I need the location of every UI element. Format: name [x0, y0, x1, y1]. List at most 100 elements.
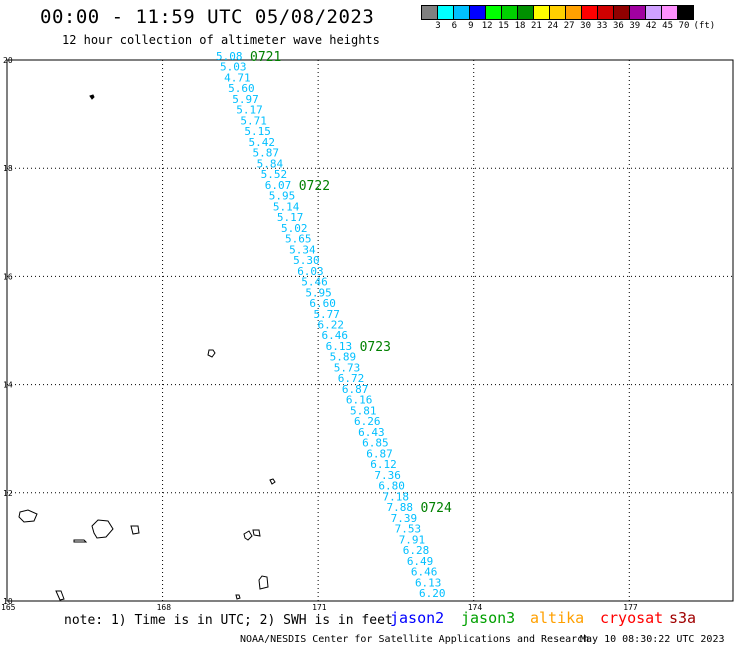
wave-height-value: 6.46 — [411, 566, 438, 579]
wave-height-value: 5.77 — [313, 308, 340, 321]
color-scale-labels: 3 6 9 12 15 18 21 24 27 30 33 36 39 42 45 70 (ft) — [422, 21, 715, 33]
track-values: 5.085.034.715.605.975.175.715.155.425.87… — [216, 50, 446, 600]
wave-height-value: 7.88 — [387, 501, 414, 514]
wave-height-value: 5.02 — [281, 222, 308, 235]
wave-height-value: 6.60 — [309, 297, 336, 310]
legend-item-jason3: jason3 — [461, 609, 516, 627]
wave-height-value: 5.08 — [216, 50, 243, 63]
legend-item-jason2: jason2 — [390, 609, 445, 627]
wave-height-value: 5.46 — [301, 276, 328, 289]
wave-height-value: 6.26 — [354, 415, 381, 428]
island — [235, 594, 241, 600]
wave-height-value: 6.07 — [265, 179, 292, 192]
wave-height-value: 7.53 — [395, 523, 422, 536]
wave-height-value: 5.95 — [305, 286, 332, 299]
track-time-label: 0722 — [299, 179, 330, 194]
lon-label: 165 — [1, 603, 16, 612]
island — [130, 525, 140, 535]
lat-label: 20 — [3, 56, 13, 65]
wave-height-value: 5.84 — [257, 157, 284, 170]
wave-height-value: 6.87 — [366, 447, 393, 460]
track-time-label: 0721 — [250, 50, 281, 65]
wave-height-value: 6.49 — [407, 555, 434, 568]
wave-height-value: 6.87 — [342, 383, 369, 396]
coastline-islands — [18, 94, 276, 601]
track-times: 0721 0722 0723 0724 — [250, 50, 452, 516]
wave-height-value: 6.22 — [318, 319, 345, 332]
lat-label: 18 — [3, 164, 13, 173]
wave-height-value: 5.89 — [330, 351, 357, 364]
lat-label: 14 — [3, 381, 13, 390]
island — [91, 519, 114, 539]
island — [207, 349, 216, 358]
wave-height-value: 5.71 — [240, 114, 266, 127]
wave-height-value: 4.71 — [224, 71, 251, 84]
scale-swatch — [677, 5, 694, 20]
wave-height-value: 6.85 — [362, 437, 389, 450]
wave-height-value: 6.16 — [346, 394, 373, 407]
map-grid — [6, 59, 733, 602]
wave-height-value: 5.15 — [244, 125, 270, 138]
wave-height-value: 5.30 — [293, 254, 320, 267]
island — [73, 539, 88, 543]
lon-label: 177 — [623, 603, 638, 612]
track-time-label: 0724 — [421, 501, 452, 516]
island — [243, 530, 253, 541]
island — [258, 575, 269, 590]
wave-height-value: 6.28 — [403, 544, 430, 557]
map-frame — [6, 59, 734, 602]
longitude-labels: 165 168 171 174 177 — [1, 603, 638, 612]
legend-item-cryosat: cryosat — [600, 609, 664, 627]
wave-height-value: 5.17 — [236, 104, 262, 117]
wave-height-value: 5.73 — [334, 361, 361, 374]
wave-height-value: 5.95 — [269, 190, 296, 203]
wave-height-value: 7.39 — [391, 512, 418, 525]
island — [269, 478, 276, 485]
legend-item-altika: altika — [530, 609, 585, 627]
wave-height-value: 5.17 — [277, 211, 304, 224]
wave-height-value: 5.97 — [232, 93, 258, 106]
chart-title: 00:00 - 11:59 UTC 05/08/2023 — [40, 6, 375, 28]
scale-tick-label: (ft) — [693, 21, 716, 31]
island — [252, 529, 261, 537]
scale-tick-label: 9 — [468, 21, 474, 31]
lon-label: 174 — [468, 603, 483, 612]
chart-subtitle: 12 hour collection of altimeter wave hei… — [62, 33, 380, 47]
wave-height-value: 6.46 — [322, 329, 349, 342]
legend-item-s3a: s3a — [669, 609, 697, 627]
wave-height-value: 6.43 — [358, 426, 385, 439]
latitude-labels: 20 18 16 14 12 10 — [3, 56, 13, 606]
credit-text: NOAA/NESDIS Center for Satellite Applica… — [240, 634, 590, 645]
wave-height-value: 6.72 — [338, 372, 365, 385]
wave-height-value: 5.87 — [253, 147, 279, 160]
island — [89, 94, 95, 100]
wave-height-value: 7.91 — [399, 533, 426, 546]
island — [18, 509, 38, 523]
lon-label: 171 — [312, 603, 327, 612]
scale-tick-label: 18 — [514, 21, 526, 31]
lat-label: 12 — [3, 489, 13, 498]
wave-height-value: 5.34 — [289, 243, 316, 256]
scale-tick-label: 15 — [498, 21, 510, 31]
wave-height-value: 6.20 — [419, 587, 446, 600]
wave-height-value: 7.36 — [374, 469, 401, 482]
generation-timestamp: May 10 08:30:22 UTC 2023 — [580, 634, 725, 645]
lat-label: 10 — [3, 597, 13, 606]
wave-height-value: 6.13 — [326, 340, 353, 353]
scale-tick-label: 24 — [547, 21, 559, 31]
wave-height-value: 5.14 — [273, 200, 300, 213]
wave-height-value: 5.42 — [248, 136, 274, 149]
wave-height-value: 5.81 — [350, 404, 377, 417]
scale-tick-label: 6 — [451, 21, 458, 31]
wave-height-value: 6.03 — [297, 265, 324, 278]
wave-height-value: 5.52 — [261, 168, 288, 181]
scale-tick-label: 3 — [435, 21, 441, 31]
wave-height-value: 5.60 — [228, 82, 255, 95]
wave-height-value: 6.12 — [370, 458, 397, 471]
color-scale-bar — [421, 5, 694, 20]
wave-height-value: 5.03 — [220, 61, 247, 74]
scale-tick-label: 12 — [481, 21, 493, 31]
scale-tick-label: 21 — [530, 21, 542, 31]
scale-tick-label: 30 — [580, 21, 592, 31]
